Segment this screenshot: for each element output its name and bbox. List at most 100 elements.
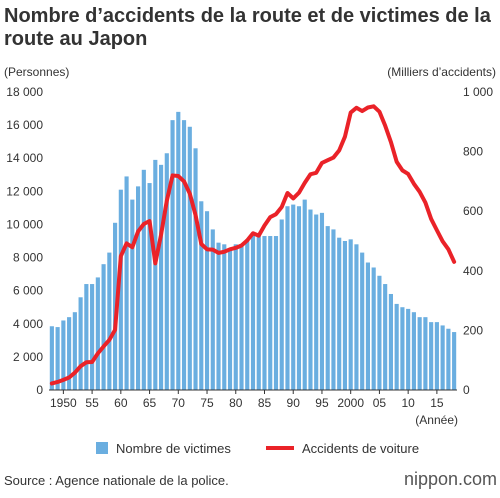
right-tick-label: 200 bbox=[463, 323, 483, 337]
victims-bar-1992 bbox=[302, 199, 307, 390]
victims-bar-1971 bbox=[181, 120, 187, 390]
victims-bar-2015 bbox=[434, 322, 439, 390]
x-tick-label: 2000 bbox=[337, 396, 364, 410]
victims-bar-1972 bbox=[187, 126, 192, 391]
right-axis-ticks: 0 200 400 600 800 1 000 bbox=[463, 85, 493, 397]
victims-bar-1979 bbox=[227, 249, 233, 390]
victims-bar-2009 bbox=[400, 307, 405, 390]
victims-bar-1991 bbox=[296, 206, 302, 390]
victims-bar-1948 bbox=[49, 326, 54, 390]
left-tick-label: 18 000 bbox=[6, 85, 43, 99]
victims-bar-1963 bbox=[136, 186, 141, 390]
victims-bar-1966 bbox=[153, 159, 158, 390]
x-tick-label: 10 bbox=[401, 396, 415, 410]
right-tick-label: 1 000 bbox=[463, 85, 493, 99]
victims-bar-1977 bbox=[216, 242, 221, 390]
victims-bar-1968 bbox=[164, 153, 169, 390]
right-axis-unit: (Milliers d’accidents) bbox=[387, 65, 496, 79]
victims-bar-1976 bbox=[210, 229, 215, 390]
left-tick-label: 6 000 bbox=[13, 284, 43, 298]
left-axis-unit: (Personnes) bbox=[4, 65, 69, 79]
victims-bar-1960 bbox=[118, 189, 123, 390]
victims-bar-2016 bbox=[440, 325, 445, 390]
x-tick-label: 85 bbox=[258, 396, 272, 410]
x-tick-label: 95 bbox=[315, 396, 329, 410]
victims-bar-1970 bbox=[176, 111, 181, 391]
victims-bar-1954 bbox=[84, 284, 89, 390]
victims-bar-2004 bbox=[371, 267, 376, 390]
victims-bar-1955 bbox=[90, 284, 95, 390]
victims-bar-2008 bbox=[394, 303, 399, 390]
victims-bar-2011 bbox=[411, 312, 416, 390]
chart-title-line1: Nombre d’accidents de la route et de vic… bbox=[4, 5, 492, 27]
victims-bar-1950 bbox=[61, 320, 66, 390]
victims-bar-1998 bbox=[337, 237, 342, 390]
left-tick-label: 12 000 bbox=[6, 184, 43, 198]
x-tick-label: 75 bbox=[200, 396, 214, 410]
x-axis-ticks: 1950 55 60 65 70 75 80 85 90 95 2000 05 10 15 bbox=[50, 390, 444, 410]
right-tick-label: 600 bbox=[463, 204, 483, 218]
victims-bar-1989 bbox=[285, 206, 290, 390]
victims-bar-2001 bbox=[354, 244, 359, 390]
left-tick-label: 0 bbox=[36, 383, 43, 397]
victims-bar-1997 bbox=[331, 229, 336, 390]
x-tick-label: 15 bbox=[430, 396, 444, 410]
x-tick-label: 70 bbox=[172, 396, 186, 410]
victims-bar-2018 bbox=[452, 332, 457, 390]
right-tick-label: 0 bbox=[463, 383, 470, 397]
victims-bar-2013 bbox=[423, 317, 428, 390]
victims-bar-2000 bbox=[348, 239, 353, 390]
victims-bar-1969 bbox=[170, 120, 175, 390]
victims-bar-1982 bbox=[245, 239, 250, 390]
right-tick-label: 400 bbox=[463, 264, 483, 278]
accidents-line-layer bbox=[49, 104, 457, 386]
victims-bar-2010 bbox=[406, 308, 411, 390]
legend-accidents-label: Accidents de voiture bbox=[302, 441, 419, 456]
x-axis-unit: (Année) bbox=[415, 413, 458, 427]
victims-bar-1994 bbox=[314, 214, 319, 390]
left-tick-label: 8 000 bbox=[13, 251, 43, 265]
victims-bar-1978 bbox=[222, 244, 227, 390]
victims-bar-1988 bbox=[279, 219, 284, 390]
victims-bar-1951 bbox=[67, 317, 72, 390]
victims-bar-1974 bbox=[199, 201, 204, 390]
victims-bar-1995 bbox=[319, 212, 325, 390]
left-tick-label: 14 000 bbox=[6, 151, 43, 165]
chart-title-line2: route au Japon bbox=[4, 28, 147, 50]
left-axis-ticks: 0 2 000 4 000 6 000 8 000 10 000 12 000 14 000 1… bbox=[6, 85, 43, 397]
victims-bar-2014 bbox=[429, 322, 434, 390]
right-tick-label: 800 bbox=[463, 145, 483, 159]
victims-bar-1967 bbox=[158, 164, 164, 390]
victims-bar-2002 bbox=[360, 252, 365, 390]
x-tick-label: 05 bbox=[373, 396, 387, 410]
legend-victims-swatch bbox=[96, 442, 108, 454]
brand-logo: nippon.com bbox=[404, 469, 497, 489]
x-tick-label: 1950 bbox=[50, 396, 77, 410]
victims-bar-1996 bbox=[325, 226, 330, 390]
x-tick-label: 55 bbox=[85, 396, 99, 410]
victims-bar-1965 bbox=[147, 183, 152, 390]
legend-victims-label: Nombre de victimes bbox=[116, 441, 231, 456]
victims-bar-1986 bbox=[268, 236, 273, 390]
victims-bar-1990 bbox=[291, 204, 296, 390]
victims-bar-1999 bbox=[342, 241, 348, 390]
victims-bar-2017 bbox=[446, 328, 451, 390]
x-tick-label: 65 bbox=[143, 396, 157, 410]
victims-bar-1987 bbox=[273, 236, 279, 390]
x-tick-label: 60 bbox=[114, 396, 128, 410]
x-tick-label: 80 bbox=[229, 396, 243, 410]
victims-bar-2005 bbox=[377, 275, 382, 390]
victims-bar-2007 bbox=[388, 293, 393, 390]
victims-bar-1958 bbox=[107, 252, 112, 390]
victims-bar-1956 bbox=[95, 277, 100, 390]
x-tick-label: 90 bbox=[287, 396, 301, 410]
victims-bars bbox=[49, 111, 457, 391]
victims-bar-1973 bbox=[193, 148, 198, 390]
victims-bar-2006 bbox=[383, 284, 388, 390]
victims-bar-2012 bbox=[417, 317, 422, 390]
victims-bar-1985 bbox=[262, 236, 267, 390]
left-tick-label: 4 000 bbox=[13, 317, 43, 331]
source-note: Source : Agence nationale de la police. bbox=[4, 473, 229, 488]
